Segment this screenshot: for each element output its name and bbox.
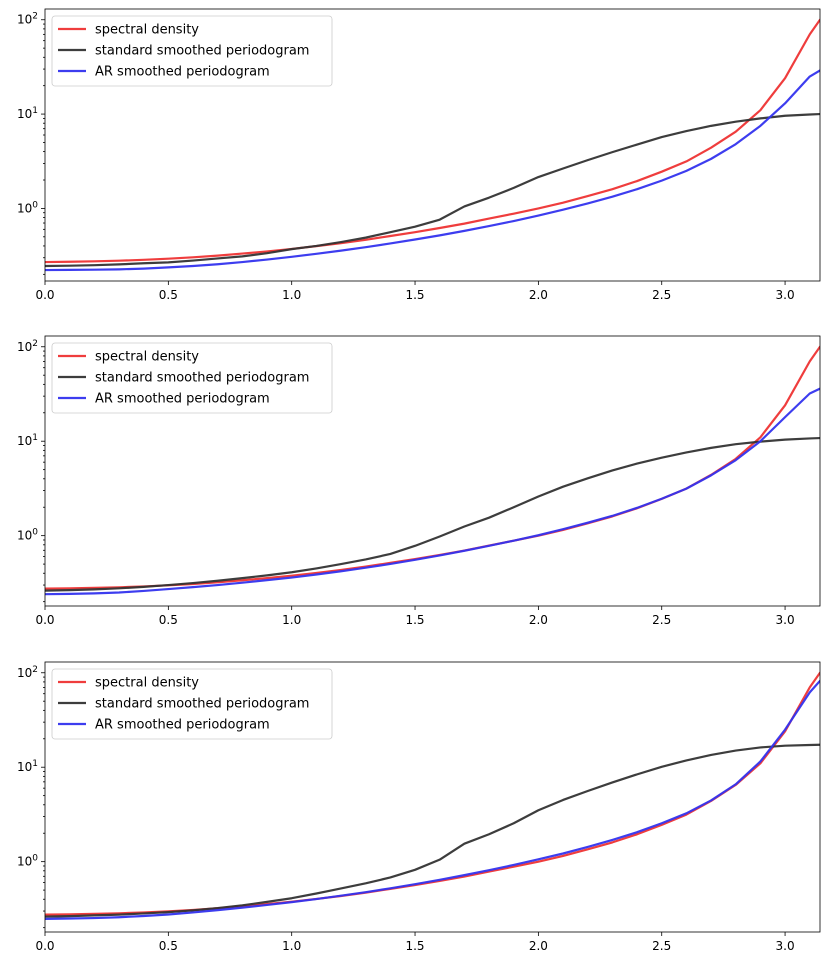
x-tick-label: 0.5 <box>159 613 178 627</box>
x-tick-label: 2.5 <box>652 613 671 627</box>
x-tick-label: 0.0 <box>35 613 54 627</box>
x-tick-label: 0.0 <box>35 939 54 953</box>
legend-label: AR smoothed periodogram <box>95 392 270 407</box>
y-tick-label: 102 <box>17 339 38 354</box>
legend-label: standard smoothed periodogram <box>95 697 309 712</box>
x-tick-label: 1.0 <box>282 939 301 953</box>
x-tick-label: 0.5 <box>159 939 178 953</box>
x-tick-label: 0.5 <box>159 288 178 302</box>
x-tick-label: 1.5 <box>405 613 424 627</box>
x-tick-label: 2.0 <box>529 288 548 302</box>
y-tick-label: 101 <box>17 106 38 121</box>
plot-frame <box>44 335 821 607</box>
x-tick-label: 1.0 <box>282 613 301 627</box>
legend-label: standard smoothed periodogram <box>95 371 309 386</box>
legend-label: AR smoothed periodogram <box>95 65 270 80</box>
y-tick-label: 100 <box>17 528 38 543</box>
plot-frame <box>44 661 821 933</box>
x-tick-label: 1.0 <box>282 288 301 302</box>
legend <box>51 668 333 740</box>
x-tick-label: 0.0 <box>35 288 54 302</box>
x-tick-label: 3.0 <box>776 939 795 953</box>
series-line-AR-smoothed-periodogram <box>45 387 820 596</box>
x-tick-label: 1.5 <box>405 939 424 953</box>
legend-label: standard smoothed periodogram <box>95 44 309 59</box>
series-line-spectral-density <box>45 18 820 264</box>
y-tick-label: 102 <box>17 12 38 27</box>
legend-label: spectral density <box>95 350 199 365</box>
legend-label: spectral density <box>95 676 199 691</box>
y-tick-label: 102 <box>17 665 38 680</box>
series-line-AR-smoothed-periodogram <box>45 69 820 272</box>
series-line-standard-smoothed-periodogram <box>45 743 820 918</box>
y-tick-label: 101 <box>17 433 38 448</box>
series-line-standard-smoothed-periodogram <box>45 436 820 592</box>
y-tick-label: 101 <box>17 759 38 774</box>
x-tick-label: 3.0 <box>776 613 795 627</box>
legend-label: AR smoothed periodogram <box>95 718 270 733</box>
plot-frame <box>44 8 821 282</box>
series-line-AR-smoothed-periodogram <box>45 679 820 920</box>
y-tick-label: 100 <box>17 200 38 215</box>
x-tick-label: 2.5 <box>652 939 671 953</box>
legend <box>51 342 333 414</box>
legend <box>51 15 333 87</box>
subplot-3: 0.0 0.5 1.0 1.5 2.0 2.5 3.0 100 101 102 spectral d… <box>17 661 821 953</box>
subplot-2: 0.0 0.5 1.0 1.5 2.0 2.5 3.0 100 101 102 spectral d… <box>17 335 821 627</box>
x-tick-label: 1.5 <box>405 288 424 302</box>
x-tick-label: 2.0 <box>529 939 548 953</box>
series-line-standard-smoothed-periodogram <box>45 112 820 268</box>
x-tick-label: 2.0 <box>529 613 548 627</box>
x-tick-label: 2.5 <box>652 288 671 302</box>
x-tick-label: 3.0 <box>776 288 795 302</box>
legend-label: spectral density <box>95 23 199 38</box>
y-tick-label: 100 <box>17 854 38 869</box>
subplot-1: 0.0 0.5 1.0 1.5 2.0 2.5 3.0 100 101 102 spectral d… <box>17 8 821 302</box>
